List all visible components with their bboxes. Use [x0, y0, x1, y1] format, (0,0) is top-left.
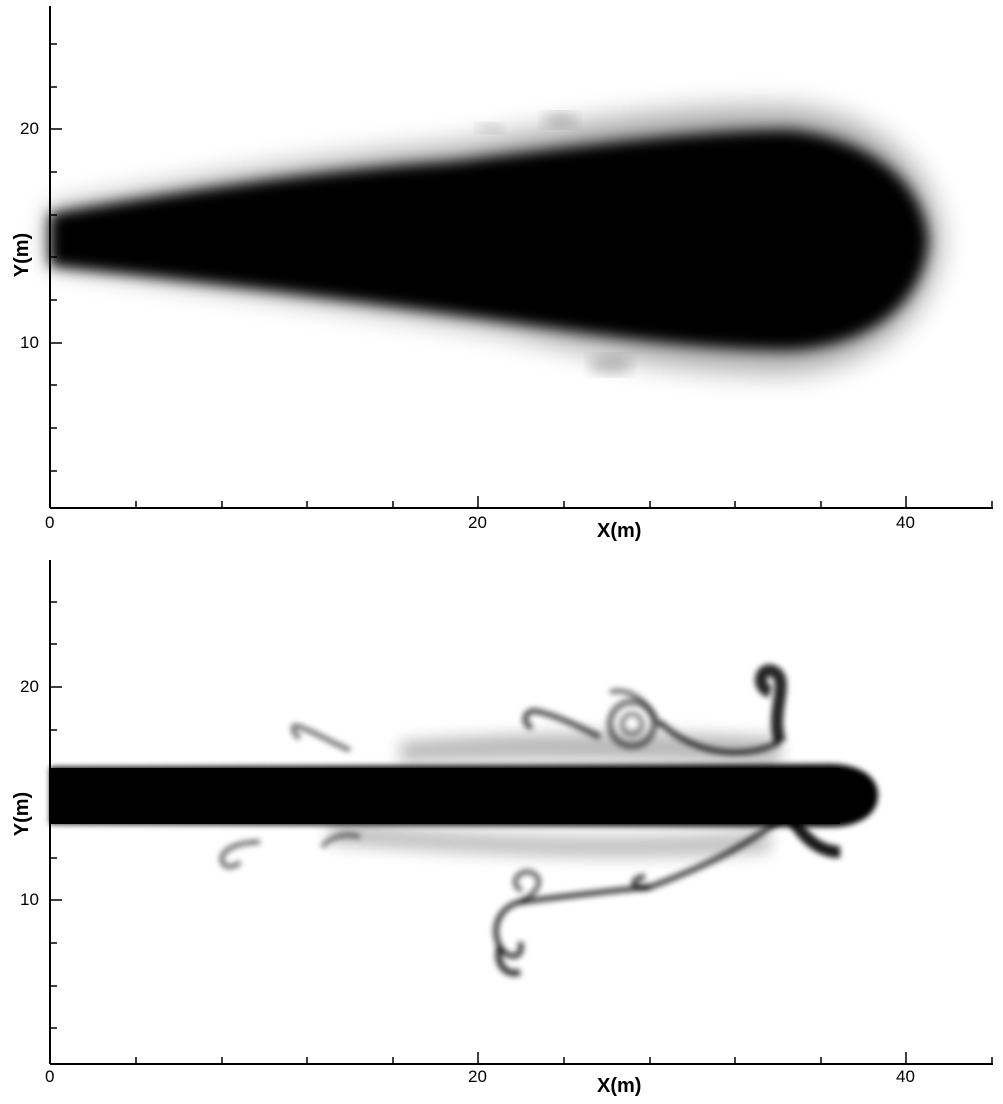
- x-axis-title: X(m): [597, 520, 642, 542]
- x-tick-label-40: 40: [896, 1067, 915, 1086]
- x-axis-title: X(m): [597, 1075, 642, 1097]
- y-tick-label-10: 10: [20, 890, 39, 909]
- x-tick-label-40: 40: [896, 513, 915, 532]
- y-ticks: [50, 43, 62, 472]
- upper-vortices: [290, 664, 787, 756]
- top-plot-panel: 20 10 0 20 40 X(m) Y(m): [11, 6, 993, 542]
- y-tick-label-20: 20: [20, 119, 39, 138]
- top-plot-canvas: [49, 6, 993, 509]
- x-ticks: [135, 1052, 993, 1064]
- bottom-plot-canvas: [49, 560, 993, 1065]
- y-ticks: [50, 601, 62, 1029]
- bottom-plot-panel: 20 10 0 20 40 X(m) Y(m): [0, 552, 1003, 1104]
- x-tick-label-20: 20: [468, 1067, 487, 1086]
- plume-core: [50, 130, 928, 350]
- y-tick-label-20: 20: [20, 677, 39, 696]
- x-tick-label-20: 20: [468, 513, 487, 532]
- x-ticks: [135, 496, 993, 508]
- x-tick-label-0: 0: [45, 1067, 55, 1086]
- x-tick-label-0: 0: [45, 513, 55, 532]
- y-axis-title: Y(m): [11, 232, 33, 278]
- y-axis-title: Y(m): [11, 791, 33, 837]
- y-tick-label-10: 10: [20, 333, 39, 352]
